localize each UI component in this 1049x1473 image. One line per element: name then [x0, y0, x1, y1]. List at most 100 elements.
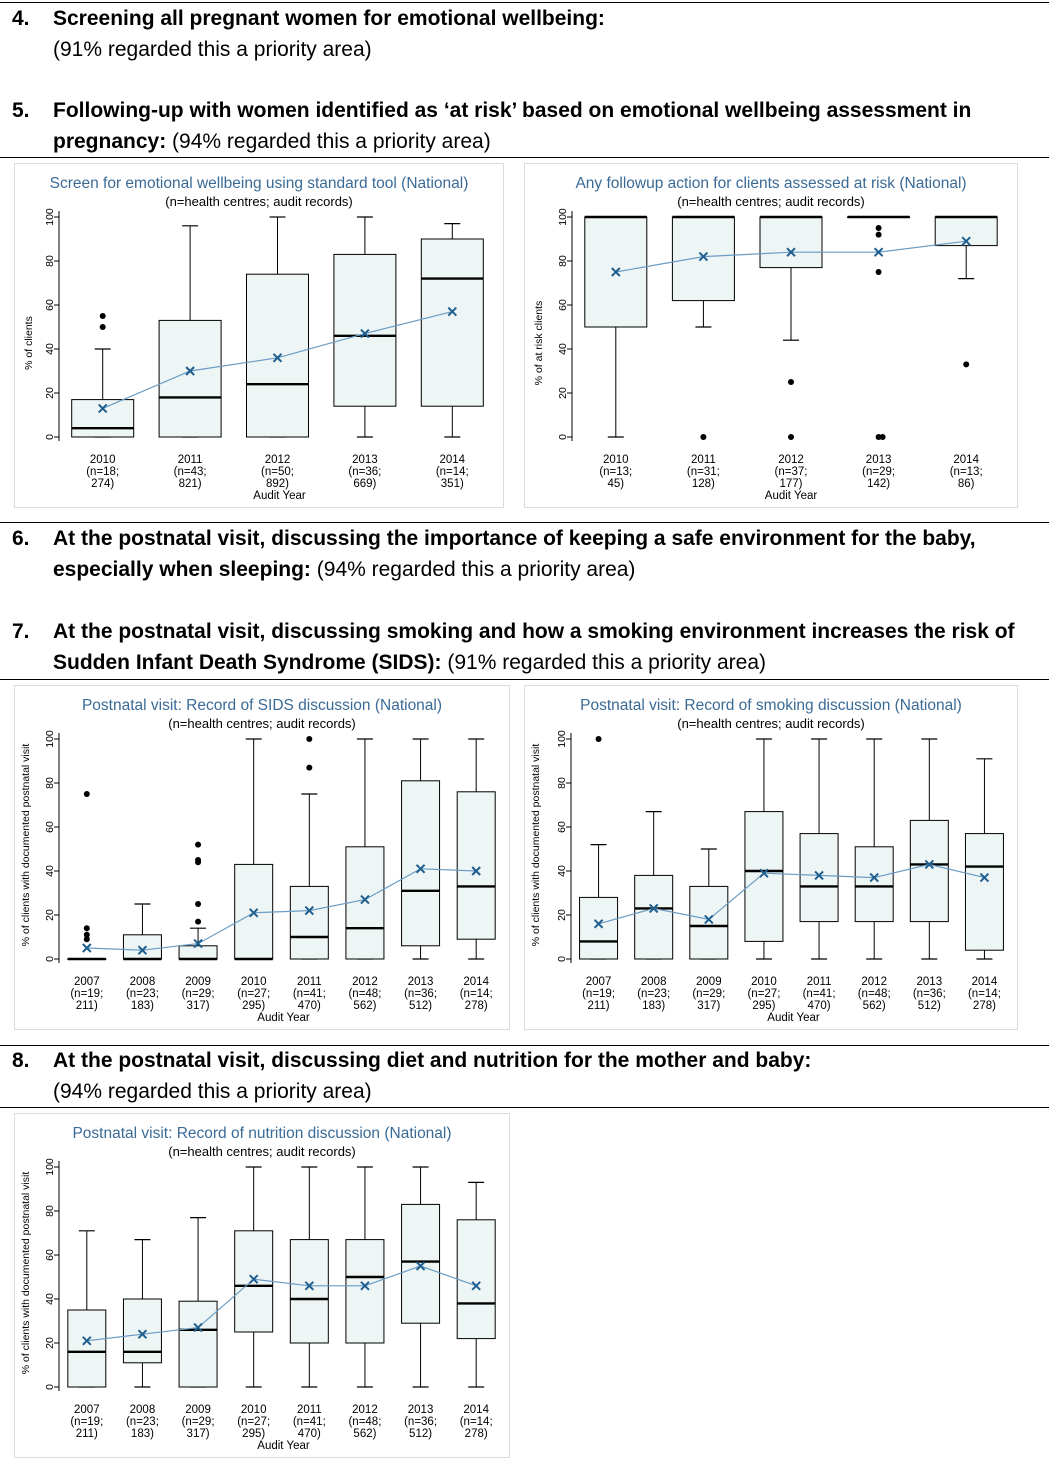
x-axis-label: Audit Year	[257, 1440, 310, 1452]
x-tick-label: 2010	[90, 454, 116, 466]
outlier-point	[788, 379, 794, 385]
y-tick-label: 60	[44, 299, 56, 311]
x-tick-label: 2010	[241, 976, 267, 988]
y-tick-label: 40	[557, 343, 569, 355]
x-tick-label: 177)	[779, 478, 802, 490]
x-tick-label: 2007	[74, 1404, 100, 1416]
mean-marker	[248, 1274, 259, 1284]
x-tick-label: 2010	[241, 1404, 267, 1416]
x-tick-label: (n=43;	[174, 466, 207, 478]
x-tick-label: 2013	[352, 454, 378, 466]
outlier-point	[83, 931, 90, 938]
x-tick-label: (n=23;	[637, 988, 670, 1000]
mean-marker	[873, 247, 884, 257]
x-tick-label: 211)	[76, 1428, 98, 1440]
x-tick-label: 2010	[603, 454, 629, 466]
y-tick-label: 80	[44, 777, 56, 789]
box	[333, 253, 397, 407]
mean-line	[86, 868, 477, 951]
x-tick-label: (n=29;	[692, 988, 725, 1000]
x-tick-label: (n=48;	[348, 988, 381, 1000]
rule	[0, 1107, 1049, 1108]
item-heading: Following-up with women identified as ‘a…	[53, 99, 972, 153]
x-tick-label: (n=14;	[460, 1416, 493, 1428]
x-tick-label: 128)	[692, 478, 715, 490]
x-tick-label: 317)	[187, 1428, 210, 1440]
x-tick-label: 2009	[185, 976, 211, 988]
x-tick-label: 512)	[409, 1000, 432, 1012]
x-tick-label: 2013	[408, 976, 434, 988]
chart-sids: Postnatal visit: Record of SIDS discussi…	[14, 685, 510, 1030]
x-tick-label: 2012	[352, 1404, 378, 1416]
x-tick-label: 2010	[751, 976, 777, 988]
outlier-point	[83, 925, 90, 932]
x-tick-label: 2008	[641, 976, 667, 988]
box	[122, 934, 162, 960]
x-tick-label: 512)	[918, 1000, 941, 1012]
mean-marker	[185, 366, 195, 376]
chart-title: Screen for emotional wellbeing using sta…	[50, 175, 469, 192]
y-axis-label: % of clients with documented postnatal v…	[530, 744, 542, 947]
mean-marker	[759, 868, 769, 878]
x-tick-label: 2011	[807, 976, 832, 988]
mean-marker	[961, 236, 971, 246]
outlier-point	[195, 859, 202, 866]
box	[759, 216, 823, 269]
x-tick-label: (n=31;	[687, 466, 720, 478]
x-tick-label: 2007	[74, 976, 100, 988]
outlier-point	[195, 841, 202, 848]
y-tick-label: 100	[44, 730, 56, 748]
y-tick-label: 100	[557, 208, 569, 226]
y-tick-label: 0	[44, 1384, 56, 1390]
x-tick-label: 2014	[953, 454, 979, 466]
y-tick-label: 80	[556, 777, 568, 789]
outlier-point	[99, 324, 106, 330]
x-tick-label: 2012	[352, 976, 378, 988]
y-tick-label: 60	[44, 821, 56, 833]
x-tick-label: 278)	[465, 1000, 488, 1012]
x-tick-label: (n=36;	[404, 1416, 437, 1428]
x-tick-label: (n=48;	[858, 988, 891, 1000]
chart-title: Any followup action for clients assessed…	[575, 175, 966, 192]
x-tick-label: 2014	[972, 976, 998, 988]
chart-title: Postnatal visit: Record of SIDS discussi…	[82, 697, 442, 714]
item-number: 6.	[12, 527, 30, 550]
x-tick-label: 2011	[297, 1404, 322, 1416]
rule	[0, 1045, 1049, 1046]
box	[67, 1309, 107, 1388]
y-tick-label: 0	[44, 956, 56, 962]
item-text: Following-up with women identified as ‘a…	[53, 95, 1038, 157]
mean-marker	[979, 872, 990, 883]
x-tick-label: 821)	[179, 478, 202, 490]
y-tick-label: 0	[556, 956, 568, 962]
item-number: 8.	[12, 1049, 30, 1072]
box	[122, 1298, 162, 1364]
mean-marker	[471, 1281, 481, 1291]
x-tick-label: (n=41;	[293, 988, 326, 1000]
mean-marker	[698, 251, 709, 262]
x-tick-label: (n=36;	[913, 988, 946, 1000]
mean-marker	[814, 870, 824, 881]
mean-marker	[193, 1322, 203, 1333]
rule	[0, 2, 1049, 3]
y-axis-label: % of clients with documented postnatal v…	[20, 744, 32, 947]
x-tick-label: 2013	[408, 1404, 434, 1416]
x-tick-label: 45)	[607, 478, 624, 490]
item-text: At the postnatal visit, discussing the i…	[53, 523, 1038, 585]
x-tick-label: 274)	[91, 478, 114, 490]
rule	[0, 679, 1049, 680]
chart-frame	[524, 163, 1018, 508]
mean-marker	[193, 938, 203, 949]
y-tick-label: 20	[44, 909, 56, 921]
y-tick-label: 80	[44, 1205, 56, 1217]
mean-marker	[786, 247, 796, 257]
x-tick-label: (n=41;	[293, 1416, 326, 1428]
box	[420, 238, 484, 407]
y-tick-label: 20	[556, 909, 568, 921]
outlier-point	[875, 269, 882, 275]
x-tick-label: 2008	[130, 1404, 156, 1416]
x-tick-label: (n=13;	[599, 466, 632, 478]
x-tick-label: (n=27;	[747, 988, 780, 1000]
x-tick-label: 2013	[866, 454, 892, 466]
x-axis-label: Audit Year	[767, 1012, 820, 1024]
